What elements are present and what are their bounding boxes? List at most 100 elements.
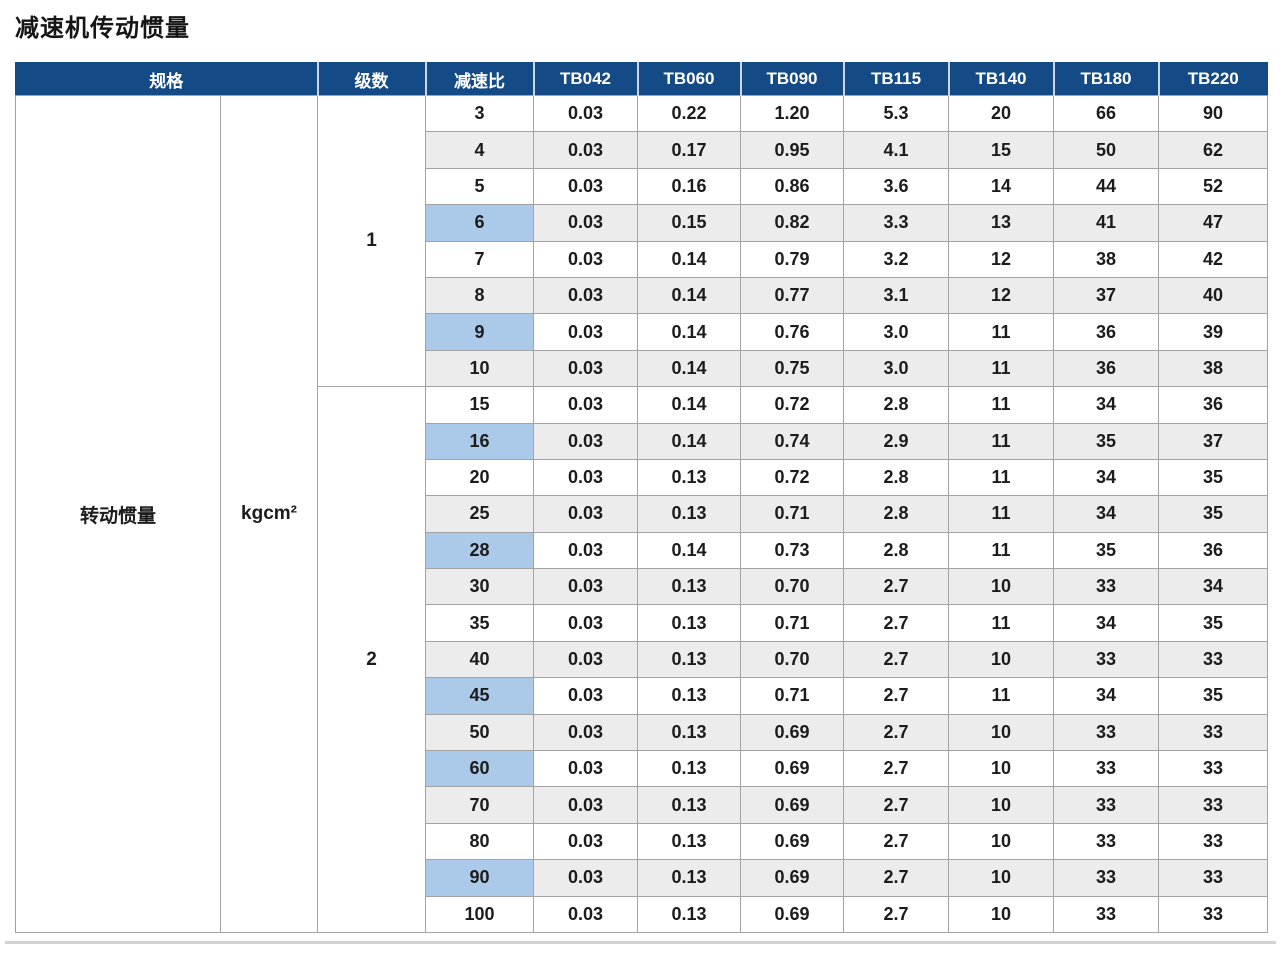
value-cell: 33 [1158,713,1268,752]
table-row: 30 0.03 0.13 0.70 2.7 10 33 34 [16,568,1268,606]
value-cell: 0.03 [533,895,638,934]
value-cell: 0.76 [740,313,844,351]
value-cell: 34 [1053,386,1159,424]
spec-label-cell: 转动惯量 [15,95,221,933]
value-cell: 0.14 [637,276,741,315]
value-cell: 0.69 [740,786,844,824]
table-row: 10 0.03 0.14 0.75 3.0 11 36 38 [16,349,1268,388]
value-cell: 42 [1158,240,1268,278]
ratio-cell: 10 [425,349,534,388]
value-cell: 0.74 [740,422,844,460]
value-cell: 10 [948,895,1054,934]
value-cell: 33 [1053,895,1159,934]
value-cell: 2.8 [843,495,949,533]
value-cell: 36 [1158,386,1268,424]
value-cell: 0.17 [637,131,741,169]
value-cell: 0.14 [637,386,741,424]
value-cell: 0.14 [637,422,741,460]
value-cell: 35 [1158,604,1268,642]
header-model-tb180: TB180 [1052,62,1159,96]
value-cell: 20 [948,94,1054,133]
spec-unit-cell: kgcm² [220,95,318,933]
value-cell: 0.03 [533,750,638,788]
value-cell: 2.8 [843,458,949,497]
header-model-tb140: TB140 [947,62,1054,96]
value-cell: 34 [1158,568,1268,606]
value-cell: 33 [1158,786,1268,824]
value-cell: 0.14 [637,531,741,570]
value-cell: 0.13 [637,750,741,788]
value-cell: 36 [1158,531,1268,570]
value-cell: 0.03 [533,386,638,424]
value-cell: 3.0 [843,313,949,351]
value-cell: 37 [1053,276,1159,315]
value-cell: 35 [1158,458,1268,497]
value-cell: 0.16 [637,167,741,206]
value-cell: 0.13 [637,895,741,934]
value-cell: 5.3 [843,94,949,133]
table-row: 8 0.03 0.14 0.77 3.1 12 37 40 [16,276,1268,315]
value-cell: 2.7 [843,750,949,788]
value-cell: 33 [1158,895,1268,934]
ratio-cell: 16 [425,422,534,460]
value-cell: 37 [1158,422,1268,460]
header-model-tb220: TB220 [1157,62,1268,96]
value-cell: 0.03 [533,713,638,752]
value-cell: 0.70 [740,568,844,606]
table-row: 25 0.03 0.13 0.71 2.8 11 34 35 [16,495,1268,533]
value-cell: 52 [1158,167,1268,206]
value-cell: 33 [1053,822,1159,861]
table-row: 100 0.03 0.13 0.69 2.7 10 33 33 [16,895,1268,934]
table-row: 9 0.03 0.14 0.76 3.0 11 36 39 [16,313,1268,351]
ratio-cell: 30 [425,568,534,606]
ratio-cell: 20 [425,458,534,497]
value-cell: 3.1 [843,276,949,315]
ratio-cell: 25 [425,495,534,533]
value-cell: 0.69 [740,895,844,934]
value-cell: 40 [1158,276,1268,315]
value-cell: 0.03 [533,349,638,388]
value-cell: 2.7 [843,713,949,752]
value-cell: 33 [1158,640,1268,679]
page-bottom-edge [5,941,1276,944]
table-row: 4 0.03 0.17 0.95 4.1 15 50 62 [16,131,1268,169]
value-cell: 35 [1053,531,1159,570]
value-cell: 11 [948,531,1054,570]
ratio-cell: 7 [425,240,534,278]
value-cell: 33 [1053,750,1159,788]
value-cell: 11 [948,495,1054,533]
table-row: 转动惯量 kgcm² 1 3 0.03 0.22 1.20 5.3 20 66 90 [15,94,1268,933]
value-cell: 35 [1158,677,1268,715]
ratio-cell: 9 [425,313,534,351]
header-stages: 级数 [316,62,426,96]
header-model-tb042: TB042 [532,62,638,96]
ratio-cell: 70 [425,786,534,824]
value-cell: 0.13 [637,677,741,715]
value-cell: 4.1 [843,131,949,169]
value-cell: 2.7 [843,677,949,715]
value-cell: 0.13 [637,859,741,897]
header-model-tb060: TB060 [636,62,741,96]
value-cell: 0.03 [533,604,638,642]
value-cell: 44 [1053,167,1159,206]
value-cell: 0.03 [533,204,638,242]
table-row: 45 0.03 0.13 0.71 2.7 11 34 35 [16,677,1268,715]
table-row: 40 0.03 0.13 0.70 2.7 10 33 33 [16,640,1268,679]
value-cell: 2.7 [843,568,949,606]
value-cell: 34 [1053,458,1159,497]
ratio-cell: 3 [425,94,534,133]
ratio-cell: 6 [425,204,534,242]
ratio-cell: 45 [425,677,534,715]
value-cell: 0.13 [637,713,741,752]
value-cell: 10 [948,640,1054,679]
table-row: 6 0.03 0.15 0.82 3.3 13 41 47 [16,204,1268,242]
table-row: 80 0.03 0.13 0.69 2.7 10 33 33 [16,822,1268,861]
value-cell: 2.8 [843,531,949,570]
value-cell: 2.8 [843,386,949,424]
value-cell: 36 [1053,349,1159,388]
value-cell: 0.69 [740,859,844,897]
value-cell: 35 [1158,495,1268,533]
value-cell: 0.69 [740,713,844,752]
table-row: 16 0.03 0.14 0.74 2.9 11 35 37 [16,422,1268,460]
value-cell: 11 [948,386,1054,424]
